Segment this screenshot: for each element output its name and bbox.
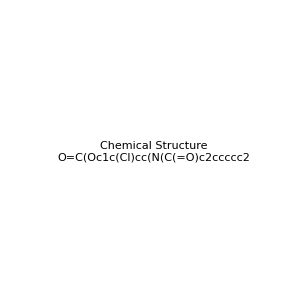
Text: Chemical Structure
O=C(Oc1c(Cl)cc(N(C(=O)c2ccccc2: Chemical Structure O=C(Oc1c(Cl)cc(N(C(=O… — [57, 141, 250, 162]
